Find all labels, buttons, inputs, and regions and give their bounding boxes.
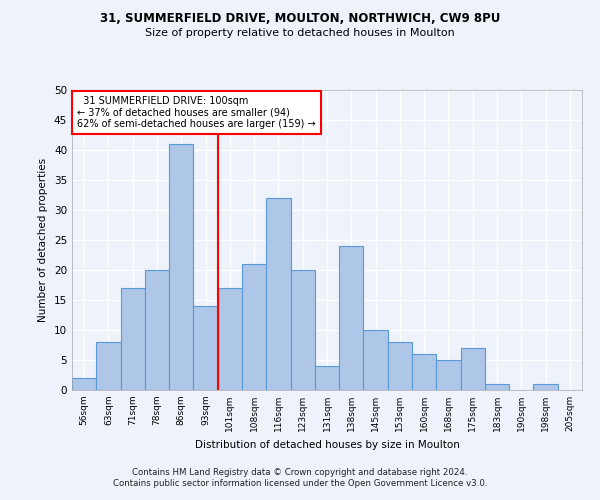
Bar <box>533 384 558 390</box>
Text: 31 SUMMERFIELD DRIVE: 100sqm  
← 37% of detached houses are smaller (94)
62% of : 31 SUMMERFIELD DRIVE: 100sqm ← 37% of de… <box>77 96 316 129</box>
Bar <box>72 378 96 390</box>
Bar <box>145 270 169 390</box>
X-axis label: Distribution of detached houses by size in Moulton: Distribution of detached houses by size … <box>194 440 460 450</box>
Text: Size of property relative to detached houses in Moulton: Size of property relative to detached ho… <box>145 28 455 38</box>
Bar <box>242 264 266 390</box>
Bar <box>388 342 412 390</box>
Bar <box>218 288 242 390</box>
Bar <box>436 360 461 390</box>
Y-axis label: Number of detached properties: Number of detached properties <box>38 158 49 322</box>
Bar <box>193 306 218 390</box>
Bar <box>315 366 339 390</box>
Bar <box>364 330 388 390</box>
Text: Contains HM Land Registry data © Crown copyright and database right 2024.
Contai: Contains HM Land Registry data © Crown c… <box>113 468 487 487</box>
Text: 31, SUMMERFIELD DRIVE, MOULTON, NORTHWICH, CW9 8PU: 31, SUMMERFIELD DRIVE, MOULTON, NORTHWIC… <box>100 12 500 26</box>
Bar <box>485 384 509 390</box>
Bar <box>339 246 364 390</box>
Bar <box>96 342 121 390</box>
Bar <box>169 144 193 390</box>
Bar <box>266 198 290 390</box>
Bar <box>290 270 315 390</box>
Bar <box>121 288 145 390</box>
Bar <box>412 354 436 390</box>
Bar <box>461 348 485 390</box>
